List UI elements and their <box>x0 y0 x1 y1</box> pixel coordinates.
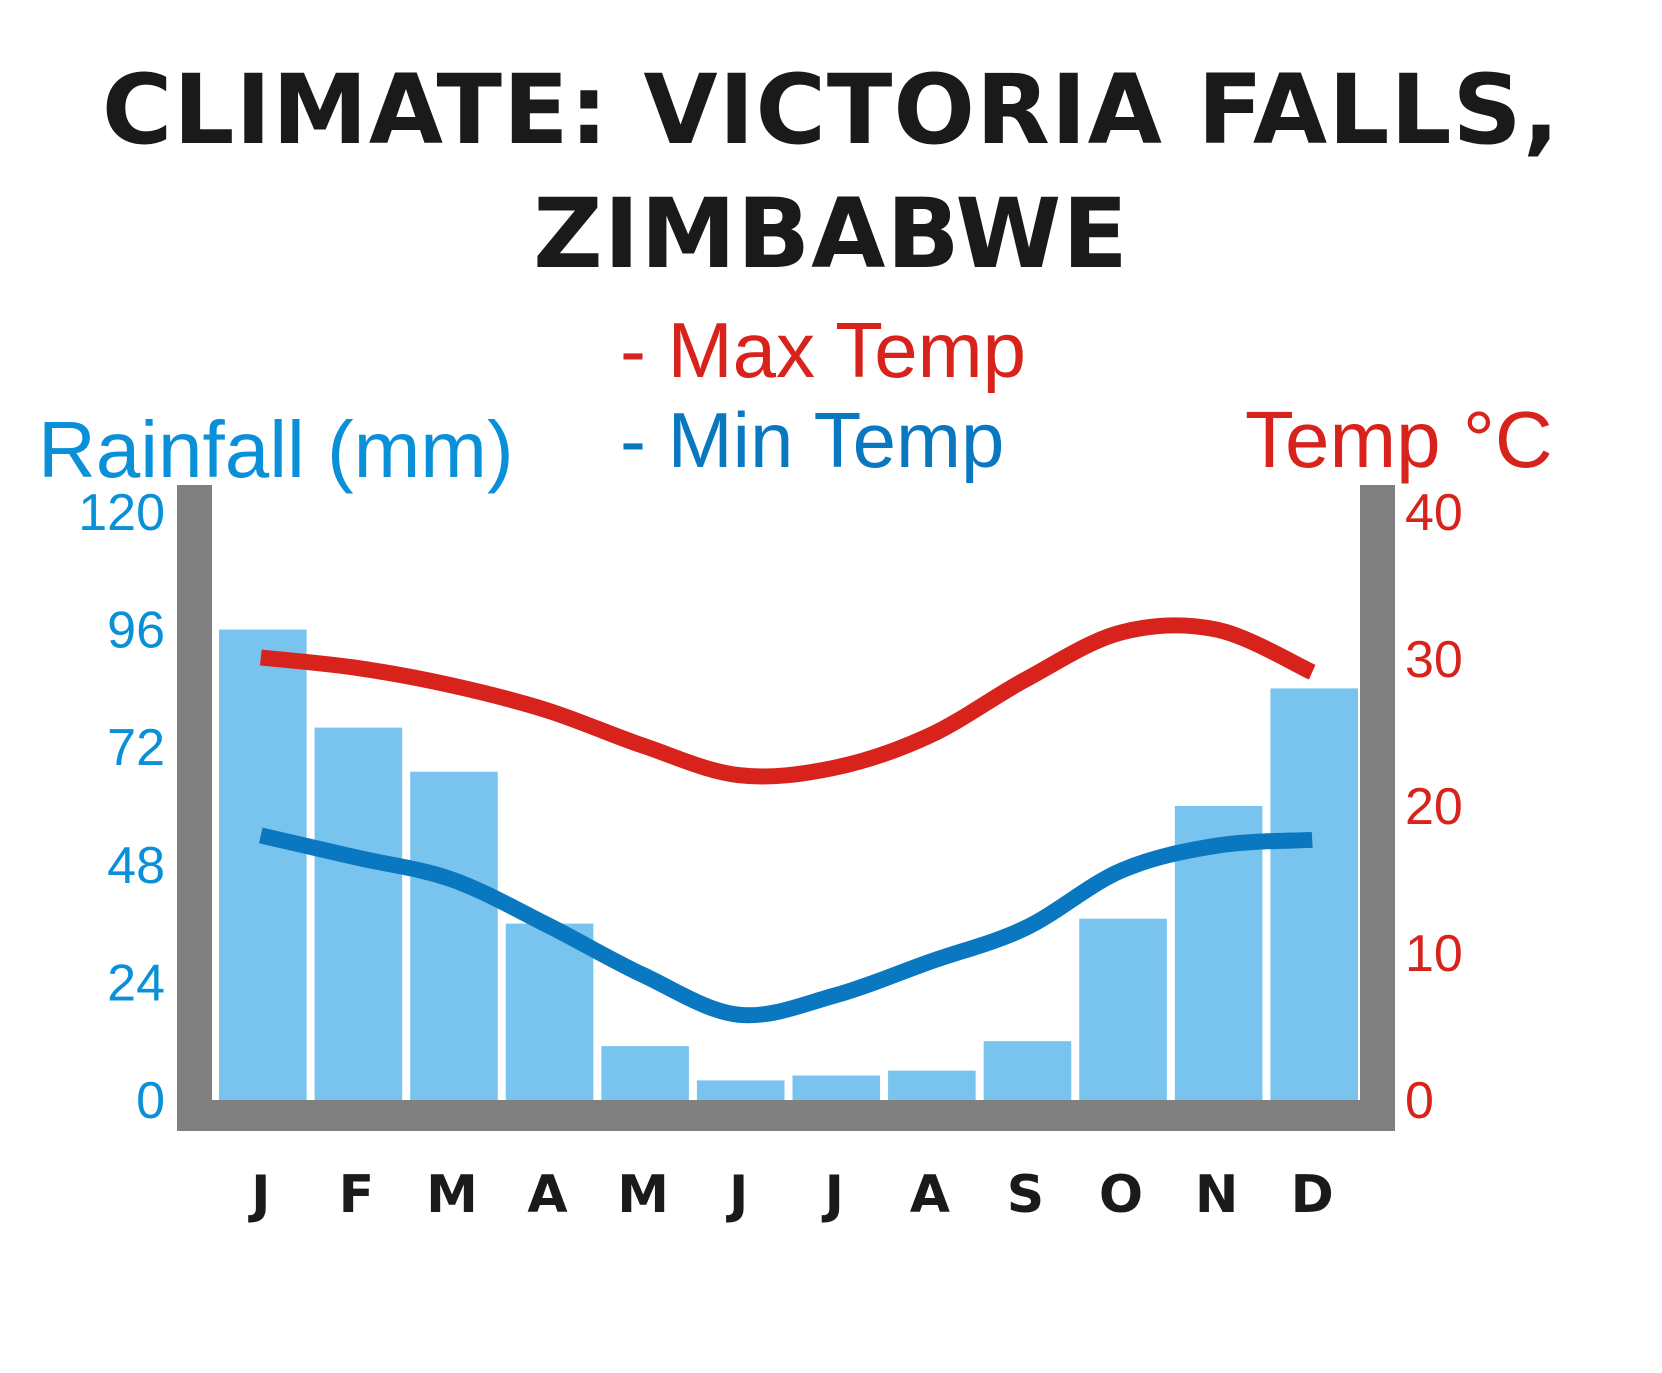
month-label: D <box>1291 1165 1334 1225</box>
rainfall-bar <box>1270 688 1358 1100</box>
rainfall-bar <box>601 1046 689 1100</box>
month-label: M <box>617 1165 669 1225</box>
right-tick-label: 0 <box>1405 1072 1434 1130</box>
chart-title-line-1: CLIMATE: VICTORIA FALLS, <box>101 54 1561 166</box>
left-tick-label: 120 <box>78 484 165 542</box>
right-tick-label: 10 <box>1405 925 1463 983</box>
month-label: A <box>910 1165 950 1225</box>
rainfall-bar <box>410 771 498 1100</box>
rainfall-bar <box>888 1070 976 1100</box>
right-axis-ticks: 0 10 20 30 40 <box>1405 484 1463 1130</box>
chart-axes <box>177 485 1395 1131</box>
rainfall-bar <box>1079 918 1167 1100</box>
min-temp-line <box>258 827 1313 1024</box>
month-label: M <box>426 1165 478 1225</box>
month-label: O <box>1099 1165 1143 1225</box>
left-tick-label: 96 <box>107 602 165 660</box>
month-label: S <box>1007 1165 1044 1225</box>
right-tick-label: 30 <box>1405 631 1463 689</box>
chart-title-line-2: ZIMBABWE <box>533 178 1129 290</box>
bottom-axis-bar <box>177 1100 1395 1131</box>
left-axis-bar <box>177 485 212 1130</box>
left-tick-label: 24 <box>107 954 165 1012</box>
month-label: F <box>339 1165 375 1225</box>
month-label: A <box>527 1165 567 1225</box>
month-label: J <box>248 1165 270 1225</box>
month-label: J <box>822 1165 844 1225</box>
temperature-lines <box>258 617 1316 1024</box>
max-temp-line <box>259 617 1316 785</box>
rainfall-axis-label: Rainfall (mm) <box>38 405 514 494</box>
left-tick-label: 0 <box>136 1072 165 1130</box>
rainfall-bar <box>505 923 594 1100</box>
rainfall-bar <box>792 1075 881 1100</box>
rainfall-bar <box>983 1041 1072 1100</box>
month-label: J <box>726 1165 748 1225</box>
right-axis-bar <box>1360 485 1395 1130</box>
right-tick-label: 20 <box>1405 778 1463 836</box>
legend-min-temp: - Min Temp <box>620 396 1005 484</box>
rainfall-bar <box>314 727 403 1100</box>
left-axis-ticks: 0 24 48 72 96 120 <box>78 484 165 1130</box>
left-tick-label: 48 <box>107 837 165 895</box>
legend-max-temp: - Max Temp <box>620 306 1026 394</box>
left-tick-label: 72 <box>107 719 165 777</box>
rainfall-bar <box>219 629 307 1100</box>
temp-axis-label: Temp °C <box>1245 395 1553 484</box>
month-label: N <box>1195 1165 1239 1225</box>
rainfall-bar <box>696 1080 785 1100</box>
chart-title: CLIMATE: VICTORIA FALLS, ZIMBABWE <box>0 48 1662 296</box>
right-tick-label: 40 <box>1405 484 1463 542</box>
